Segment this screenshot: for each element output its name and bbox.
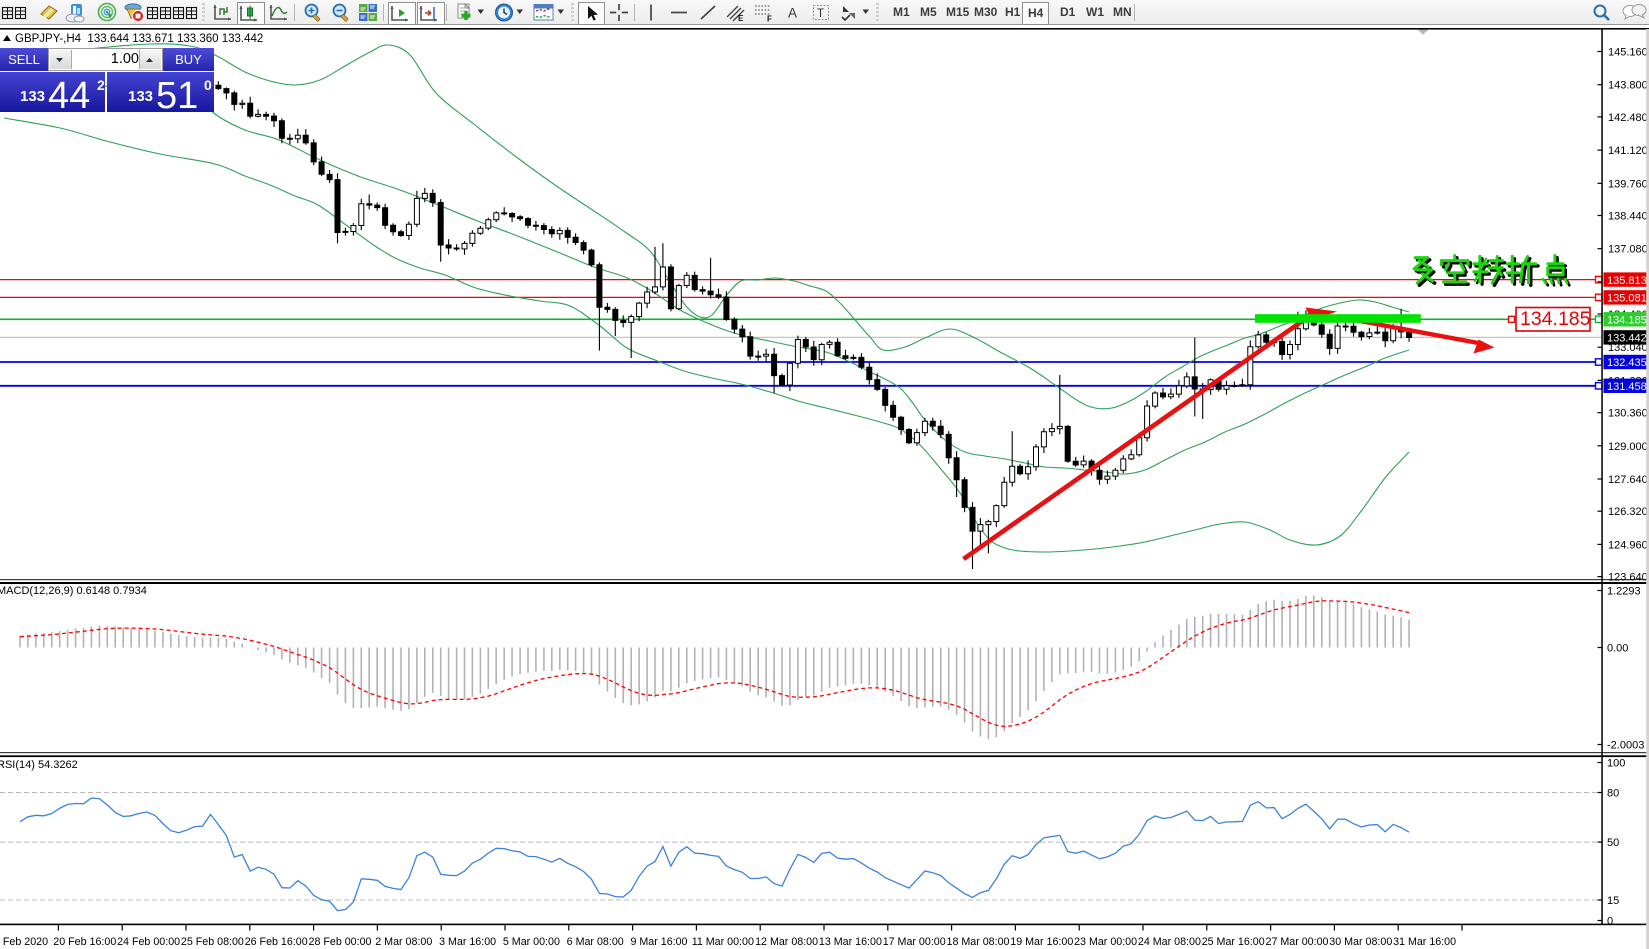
svg-text:3 Mar 16:00: 3 Mar 16:00 (439, 936, 496, 948)
svg-text:0.00: 0.00 (1607, 643, 1628, 655)
svg-text:133.442: 133.442 (1607, 333, 1647, 345)
svg-text:30 Mar 08:00: 30 Mar 08:00 (1329, 936, 1392, 948)
svg-text:26 Feb 16:00: 26 Feb 16:00 (245, 936, 308, 948)
svg-text:18 Mar 08:00: 18 Mar 08:00 (947, 936, 1010, 948)
svg-text:123.640: 123.640 (1608, 572, 1648, 584)
svg-text:135.813: 135.813 (1607, 275, 1647, 287)
svg-text:24 Feb 00:00: 24 Feb 00:00 (117, 936, 180, 948)
svg-text:80: 80 (1607, 788, 1619, 800)
svg-text:124.960: 124.960 (1608, 539, 1648, 551)
svg-text:2 Mar 08:00: 2 Mar 08:00 (375, 936, 432, 948)
svg-text:9 Feb 2020: 9 Feb 2020 (0, 936, 48, 948)
svg-text:6 Mar 08:00: 6 Mar 08:00 (567, 936, 624, 948)
svg-text:137.080: 137.080 (1608, 244, 1648, 256)
svg-text:143.800: 143.800 (1608, 80, 1648, 92)
svg-text:50: 50 (1607, 837, 1619, 849)
svg-text:133.040: 133.040 (1608, 342, 1648, 354)
svg-text:T: T (817, 8, 824, 20)
svg-text:1.2293: 1.2293 (1607, 586, 1641, 598)
svg-text:24 Mar 08:00: 24 Mar 08:00 (1138, 936, 1201, 948)
svg-text:A: A (788, 5, 797, 20)
svg-text:145.160: 145.160 (1608, 47, 1648, 59)
svg-text:130.360: 130.360 (1608, 408, 1648, 420)
svg-text:141.120: 141.120 (1608, 145, 1648, 157)
svg-text:17 Mar 00:00: 17 Mar 00:00 (883, 936, 946, 948)
svg-text:23 Mar 00:00: 23 Mar 00:00 (1074, 936, 1137, 948)
svg-text:27 Mar 00:00: 27 Mar 00:00 (1266, 936, 1329, 948)
svg-text:E: E (738, 14, 744, 23)
svg-text:5 Mar 00:00: 5 Mar 00:00 (503, 936, 560, 948)
svg-text:0: 0 (1607, 916, 1613, 928)
svg-text:138.440: 138.440 (1608, 211, 1648, 223)
svg-text:20 Feb 16:00: 20 Feb 16:00 (53, 936, 116, 948)
svg-text:129.000: 129.000 (1608, 441, 1648, 453)
svg-text:MACD(12,26,9) 0.6148 0.7934: MACD(12,26,9) 0.6148 0.7934 (0, 585, 147, 597)
svg-text:28 Feb 00:00: 28 Feb 00:00 (309, 936, 372, 948)
svg-text:131.458: 131.458 (1607, 381, 1647, 393)
svg-text:135.081: 135.081 (1607, 293, 1647, 305)
svg-text:100: 100 (1607, 758, 1625, 770)
svg-text:134.185: 134.185 (1607, 315, 1647, 327)
svg-text:132.435: 132.435 (1607, 357, 1647, 369)
svg-text:25 Mar 16:00: 25 Mar 16:00 (1202, 936, 1265, 948)
svg-text:-2.0003: -2.0003 (1607, 740, 1644, 752)
svg-text:139.760: 139.760 (1608, 178, 1648, 190)
svg-text:9 Mar 16:00: 9 Mar 16:00 (630, 936, 687, 948)
svg-text:RSI(14) 54.3262: RSI(14) 54.3262 (0, 759, 78, 771)
svg-text:15: 15 (1607, 895, 1619, 907)
svg-text:127.640: 127.640 (1608, 474, 1648, 486)
svg-text:F: F (767, 14, 772, 23)
svg-text:25 Feb 08:00: 25 Feb 08:00 (181, 936, 244, 948)
svg-text:31 Mar 16:00: 31 Mar 16:00 (1393, 936, 1456, 948)
svg-text:12 Mar 08:00: 12 Mar 08:00 (755, 936, 818, 948)
svg-text:13 Mar 16:00: 13 Mar 16:00 (819, 936, 882, 948)
svg-text:142.480: 142.480 (1608, 112, 1648, 124)
svg-text:126.320: 126.320 (1608, 506, 1648, 518)
svg-text:11 Mar 00:00: 11 Mar 00:00 (692, 936, 754, 948)
svg-text:19 Mar 16:00: 19 Mar 16:00 (1010, 936, 1073, 948)
svg-text:134.185: 134.185 (1520, 308, 1591, 330)
